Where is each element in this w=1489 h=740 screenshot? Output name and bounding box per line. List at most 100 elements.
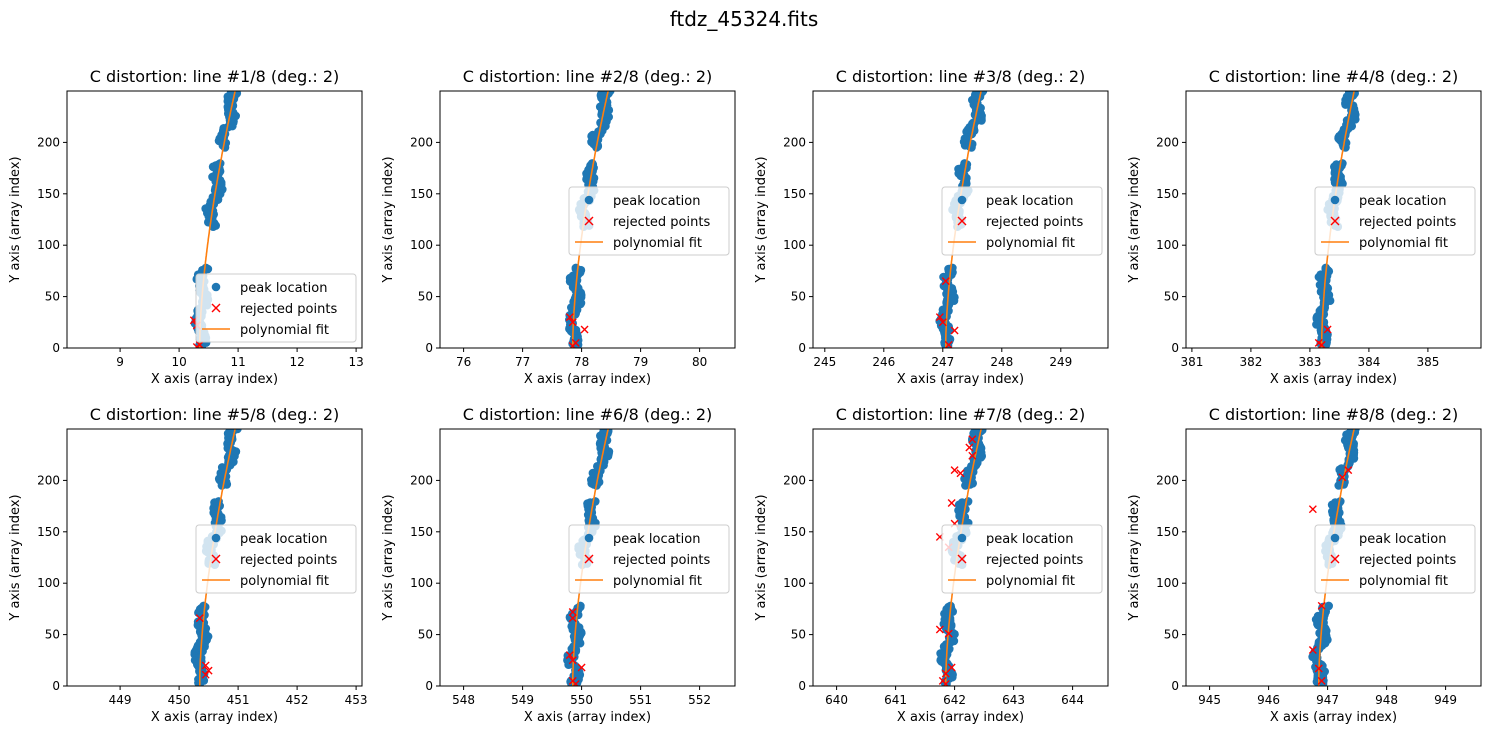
x-tick-label: 381 bbox=[1180, 355, 1203, 369]
y-axis-label: Y axis (array index) bbox=[381, 494, 396, 621]
x-axis-label: X axis (array index) bbox=[897, 372, 1024, 387]
y-tick-label: 150 bbox=[410, 525, 433, 539]
x-tick-label: 246 bbox=[872, 355, 895, 369]
rejected-point bbox=[1344, 466, 1353, 475]
y-tick-label: 100 bbox=[1156, 576, 1179, 590]
rejected-point bbox=[571, 679, 580, 686]
subplot-3: 245 246 247 248 249 0 50 100 150 200 C distortion:… bbox=[754, 67, 1109, 387]
legend-entry-label: peak location bbox=[986, 532, 1073, 547]
legend: peak location rejected points polynomial f… bbox=[1314, 186, 1476, 256]
legend-entry-label: peak location bbox=[613, 532, 700, 547]
y-tick-label: 50 bbox=[1164, 290, 1179, 304]
rejected-point bbox=[1308, 505, 1317, 514]
legend-entry-label: polynomial fit bbox=[240, 323, 329, 338]
rejected-point bbox=[565, 313, 574, 322]
legend-peak-marker bbox=[584, 195, 594, 205]
legend-entry-label: rejected points bbox=[986, 553, 1083, 568]
rejected-point bbox=[192, 342, 201, 348]
legend-peak-marker bbox=[1330, 195, 1340, 205]
x-tick-label: 80 bbox=[692, 355, 707, 369]
axes-frame bbox=[812, 90, 1109, 349]
x-tick-label: 245 bbox=[813, 355, 836, 369]
x-tick-label: 948 bbox=[1375, 693, 1398, 707]
x-tick-label: 77 bbox=[515, 355, 530, 369]
legend: peak location rejected points polynomial f… bbox=[568, 186, 730, 256]
y-tick-label: 100 bbox=[410, 238, 433, 252]
x-tick-label: 383 bbox=[1298, 355, 1321, 369]
rejected-point bbox=[568, 614, 577, 623]
rejected-point bbox=[968, 451, 977, 460]
x-tick-label: 643 bbox=[1002, 693, 1025, 707]
x-axis-label: X axis (array index) bbox=[151, 372, 278, 387]
x-tick-label: 641 bbox=[884, 693, 907, 707]
y-tick-label: 200 bbox=[410, 135, 433, 149]
legend-peak-marker bbox=[957, 533, 967, 543]
y-tick-label: 150 bbox=[1156, 525, 1179, 539]
legend-peak-marker bbox=[957, 195, 967, 205]
y-tick-label: 150 bbox=[37, 525, 60, 539]
subplot-2: 76 77 78 79 80 0 50 100 150 200 C distortion: line… bbox=[381, 67, 736, 387]
x-axis-label: X axis (array index) bbox=[897, 710, 1024, 725]
y-axis-label: Y axis (array index) bbox=[1127, 494, 1142, 621]
axes-frame bbox=[66, 90, 363, 349]
rejected-point bbox=[565, 651, 574, 660]
y-tick-label: 200 bbox=[783, 135, 806, 149]
y-tick-label: 0 bbox=[52, 679, 60, 693]
y-tick-label: 50 bbox=[45, 290, 60, 304]
y-tick-label: 100 bbox=[1156, 238, 1179, 252]
legend-box bbox=[941, 186, 1103, 256]
y-tick-label: 200 bbox=[783, 473, 806, 487]
legend-peak-marker bbox=[211, 533, 221, 543]
y-tick-label: 100 bbox=[37, 576, 60, 590]
axes-frame bbox=[66, 428, 363, 687]
x-tick-label: 949 bbox=[1434, 693, 1457, 707]
rejected-point bbox=[947, 499, 956, 508]
y-tick-label: 200 bbox=[37, 473, 60, 487]
legend-entry-label: rejected points bbox=[986, 215, 1083, 230]
rejected-point bbox=[965, 443, 974, 452]
legend: peak location rejected points polynomial f… bbox=[568, 524, 730, 594]
legend-peak-marker bbox=[1330, 533, 1340, 543]
subplot-title: C distortion: line #8/8 (deg.: 2) bbox=[1209, 405, 1459, 424]
x-tick-label: 640 bbox=[825, 693, 848, 707]
axes-frame bbox=[439, 90, 736, 349]
y-tick-label: 50 bbox=[418, 628, 433, 642]
subplot-title: C distortion: line #4/8 (deg.: 2) bbox=[1209, 67, 1459, 86]
y-tick-label: 150 bbox=[410, 187, 433, 201]
legend-entry-label: peak location bbox=[613, 194, 700, 209]
y-tick-label: 0 bbox=[1171, 341, 1179, 355]
legend-peak-marker bbox=[584, 533, 594, 543]
rejected-point bbox=[950, 326, 959, 335]
figure-title: ftdz_45324.fits bbox=[670, 7, 819, 31]
legend-rejected-marker bbox=[957, 554, 967, 564]
y-tick-label: 50 bbox=[418, 290, 433, 304]
y-tick-label: 200 bbox=[1156, 473, 1179, 487]
subplot-title: C distortion: line #7/8 (deg.: 2) bbox=[836, 405, 1086, 424]
x-tick-label: 79 bbox=[633, 355, 648, 369]
rejected-point bbox=[1317, 676, 1326, 685]
rejected-point bbox=[941, 277, 950, 286]
legend-entry-label: rejected points bbox=[613, 553, 710, 568]
legend-rejected-marker bbox=[957, 216, 967, 226]
y-tick-label: 0 bbox=[425, 679, 433, 693]
subplot-1: 9 10 11 12 13 0 50 100 150 200 C distortion: line … bbox=[8, 67, 364, 387]
legend: peak location rejected points polynomial f… bbox=[941, 524, 1103, 594]
y-tick-label: 0 bbox=[52, 341, 60, 355]
x-tick-label: 548 bbox=[452, 693, 475, 707]
peak-location-point bbox=[948, 263, 957, 273]
y-tick-label: 0 bbox=[798, 679, 806, 693]
rejected-point bbox=[935, 313, 944, 322]
rejected-point bbox=[944, 340, 953, 348]
rejected-point bbox=[568, 341, 577, 348]
x-tick-label: 450 bbox=[168, 693, 191, 707]
x-tick-label: 549 bbox=[511, 693, 534, 707]
x-tick-label: 946 bbox=[1257, 693, 1280, 707]
y-tick-label: 50 bbox=[791, 290, 806, 304]
legend-box bbox=[195, 273, 357, 343]
y-tick-label: 50 bbox=[1164, 628, 1179, 642]
x-tick-label: 384 bbox=[1357, 355, 1380, 369]
legend: peak location rejected points polynomial f… bbox=[941, 186, 1103, 256]
legend-entry-label: polynomial fit bbox=[1359, 236, 1448, 251]
rejected-point bbox=[1317, 601, 1326, 610]
